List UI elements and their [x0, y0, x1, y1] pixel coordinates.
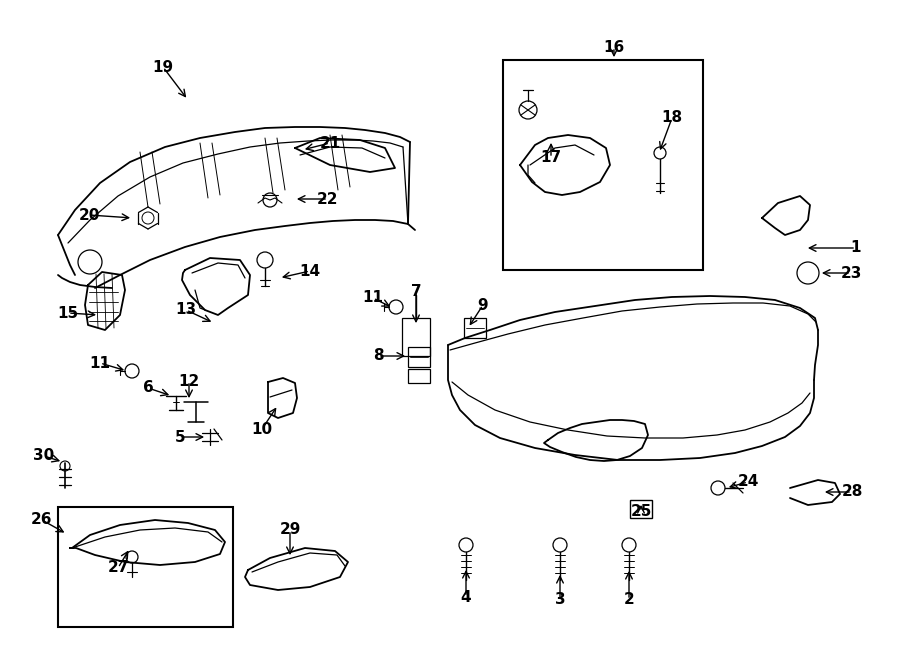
Text: 7: 7 [410, 284, 421, 299]
Text: 4: 4 [461, 590, 472, 605]
Text: 18: 18 [662, 110, 682, 126]
Text: 8: 8 [373, 348, 383, 364]
Bar [58, 507, 233, 627]
Bar [630, 500, 652, 518]
Text: 29: 29 [279, 522, 301, 537]
Text: 27: 27 [107, 561, 129, 576]
Text: 17: 17 [540, 151, 562, 165]
Bar [402, 318, 430, 356]
Bar [408, 369, 430, 383]
Text: 11: 11 [89, 356, 111, 371]
Text: 26: 26 [32, 512, 53, 527]
Text: 22: 22 [317, 192, 338, 206]
Text: 16: 16 [603, 40, 625, 54]
Text: 19: 19 [152, 59, 174, 75]
Bar [408, 347, 430, 367]
Text: 13: 13 [176, 303, 196, 317]
Text: 28: 28 [842, 485, 863, 500]
Text: 14: 14 [300, 264, 320, 278]
Text: 24: 24 [737, 475, 759, 490]
Text: 12: 12 [178, 373, 200, 389]
Bar [503, 60, 703, 270]
Text: 10: 10 [251, 422, 273, 436]
Text: 21: 21 [320, 136, 340, 151]
Text: 11: 11 [363, 290, 383, 305]
Text: 6: 6 [142, 381, 153, 395]
Text: 1: 1 [850, 241, 861, 256]
Text: 2: 2 [624, 592, 634, 607]
Bar [464, 318, 486, 338]
Text: 5: 5 [175, 430, 185, 444]
Text: 3: 3 [554, 592, 565, 607]
Text: 20: 20 [78, 208, 100, 223]
Text: 30: 30 [33, 449, 55, 463]
Text: 9: 9 [478, 297, 489, 313]
Text: 25: 25 [630, 504, 652, 520]
Text: 15: 15 [58, 305, 78, 321]
Text: 23: 23 [841, 266, 861, 280]
